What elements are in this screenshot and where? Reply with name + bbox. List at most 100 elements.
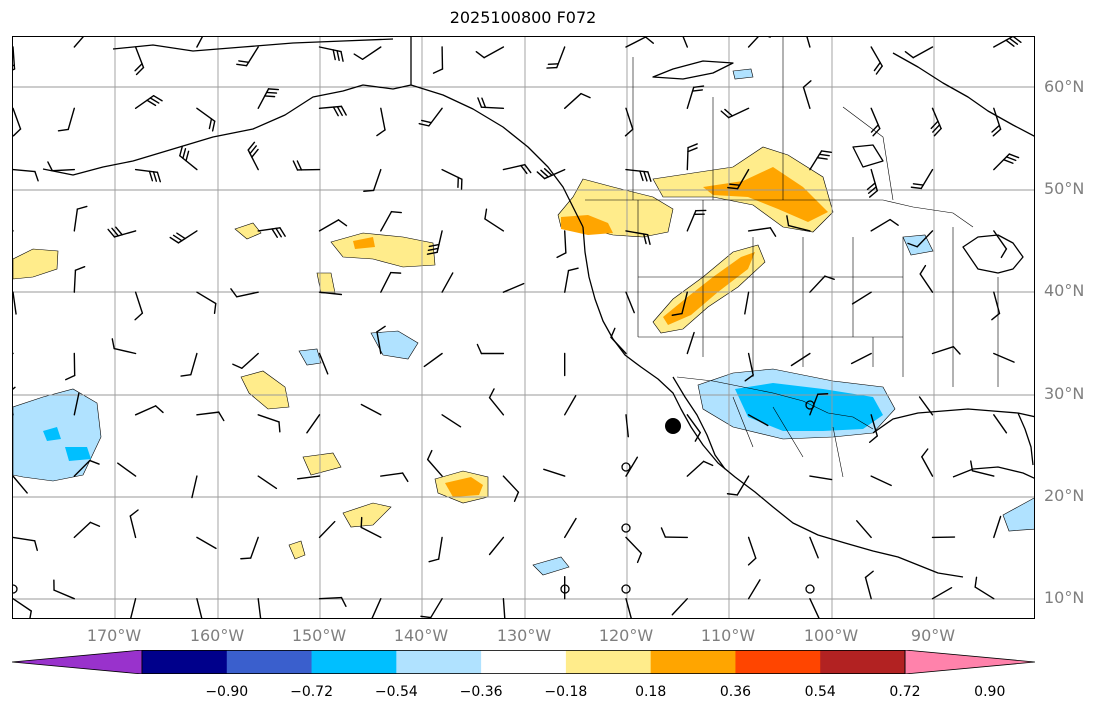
wind-barb [432,46,444,74]
wind-barb [111,338,137,355]
wind-barb [257,414,281,433]
wind-barb [850,352,872,365]
wind-barb [13,386,16,416]
wind-barb [686,143,698,171]
anomaly-positive-core [663,252,755,325]
wind-barb [475,46,505,59]
wind-barb [292,160,321,171]
lat-label-20n: 20°N [1044,486,1085,505]
wind-barb [727,168,750,190]
wind-barb [240,536,259,560]
wind-barb [869,414,878,443]
wind-barb [726,475,750,496]
anomaly-positive-region [240,370,290,410]
hudson-bay-coast [892,52,1034,137]
wind-barb [73,266,86,293]
wind-barb [318,105,347,117]
wind-barb [107,226,137,238]
wind-barb [747,536,757,566]
wind-barb [744,352,754,382]
wind-barb [247,141,259,171]
colorbar-tick-label: −0.18 [544,684,588,700]
wind-barb [870,475,892,487]
gulf-of-alaska-coast [410,84,584,228]
alaska-coastline [42,37,412,176]
lon-label-90w: 90°W [910,626,956,645]
wind-barb [921,448,934,477]
wind-barb [380,271,402,293]
calm-wind-circle [621,523,631,533]
wind-barb [870,218,899,232]
state-borders [637,200,999,387]
wind-barb [380,210,402,232]
wind-barb [318,291,343,296]
anomaly-positive-region [330,232,436,268]
wind-barb [904,46,934,59]
wind-barb [625,37,654,48]
wind-barb [671,598,688,616]
lon-label-120w: 120°W [598,626,654,645]
wind-barb [870,46,883,75]
wind-barb [919,264,934,293]
calm-wind-circle [621,584,631,594]
wind-barb [13,598,32,618]
wind-barb [179,145,198,171]
wind-barb [426,230,443,255]
lon-label-140w: 140°W [393,626,449,645]
wind-barb [546,46,566,69]
wind-barb [625,598,633,618]
wind-barb [625,456,639,477]
wind-barb [476,343,505,355]
wind-barb [47,161,75,172]
wind-barb [809,150,833,171]
wind-barb [484,208,505,232]
wind-barb [318,219,348,232]
wind-barb [856,520,872,539]
graticule [13,37,1034,618]
wind-barb [477,97,505,110]
wind-barb [488,388,505,416]
wind-barb [625,291,635,314]
wind-barb [686,460,714,477]
wind-barb [13,536,38,552]
wind-barb [13,475,28,494]
wind-barb [866,168,878,198]
yucatan-coast [952,466,1034,479]
wind-barb [536,167,566,180]
wind-barb [257,88,280,110]
wind-barb [360,403,382,416]
alaska-north-coast [112,38,394,52]
wind-barb [564,92,591,110]
wind-barb [809,275,835,293]
wind-barb [428,536,443,563]
map-title: 2025100800 F072 [449,8,597,27]
wind-barb [809,536,819,559]
anomaly-positive-region [13,248,59,280]
wind-barb [564,517,577,539]
wind-barb [441,168,463,190]
wind-barb [134,94,163,110]
wind-barb [196,107,216,132]
wind-barb [380,472,409,483]
wind-barb [502,282,525,293]
wind-barb [117,462,137,477]
map-panel[interactable] [12,36,1035,619]
gulf-coast [872,408,1034,434]
wind-barb [747,227,777,237]
wind-barb [426,449,443,477]
wind-barb [196,536,217,550]
storm-location-marker [665,418,681,434]
lat-label-50n: 50°N [1044,179,1085,198]
wind-barb [564,267,579,293]
wind-barb [993,515,1002,539]
wind-barb [671,291,688,316]
colorbar-segment [481,650,567,674]
colorbar-segment [565,650,652,674]
baja-california-coast [672,376,726,470]
wind-barb [180,352,198,377]
wind-barb [134,46,145,76]
wind-barb [993,37,1022,48]
lat-label-10n: 10°N [1044,588,1085,607]
wind-barb [564,395,577,416]
anomaly-negative-core [43,427,91,461]
